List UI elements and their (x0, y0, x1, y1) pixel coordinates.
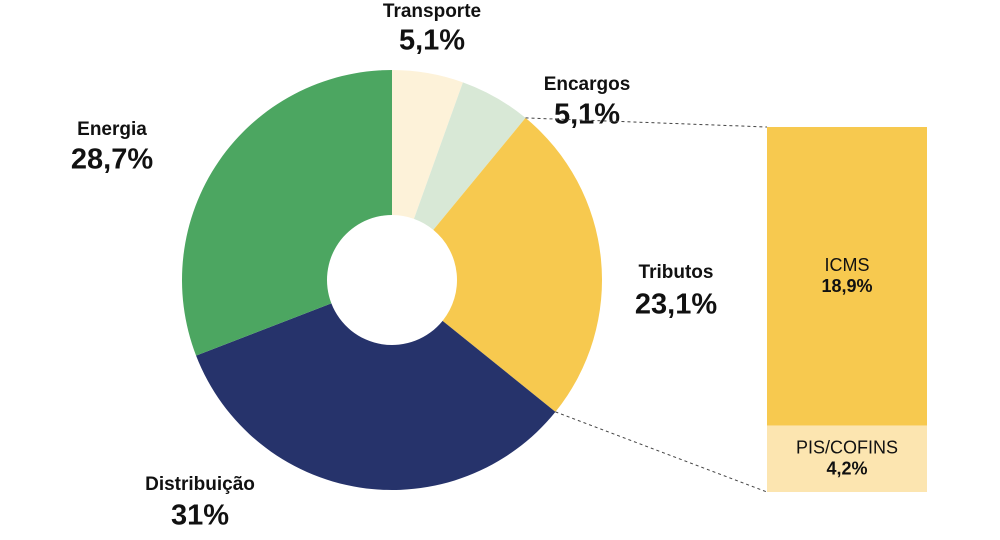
slice-name: Tributos (639, 262, 714, 283)
pie-slice (413, 82, 526, 230)
breakdown-value: 18,9% (821, 276, 872, 296)
pie-slice (392, 70, 463, 219)
pie-slice (196, 303, 556, 490)
slice-value: 5,1% (554, 99, 620, 131)
breakdown-bar (767, 425, 927, 492)
connector (555, 411, 768, 493)
connector (525, 117, 768, 128)
slice-name: Distribuição (145, 474, 255, 495)
slice-value: 23,1% (635, 289, 717, 321)
slice-value: 5,1% (399, 25, 465, 57)
slice-name: Energia (77, 119, 147, 140)
pie-slice (181, 69, 392, 356)
pie-slice (433, 117, 602, 412)
breakdown-name: PIS/COFINS (796, 438, 898, 458)
breakdown-bar (767, 127, 927, 426)
slice-name: Encargos (544, 74, 631, 95)
slice-value: 28,7% (71, 144, 153, 176)
slice-name: Transporte (383, 1, 481, 22)
slice-value: 31% (171, 500, 229, 532)
breakdown-name: ICMS (825, 255, 870, 275)
breakdown-value: 4,2% (826, 459, 867, 479)
